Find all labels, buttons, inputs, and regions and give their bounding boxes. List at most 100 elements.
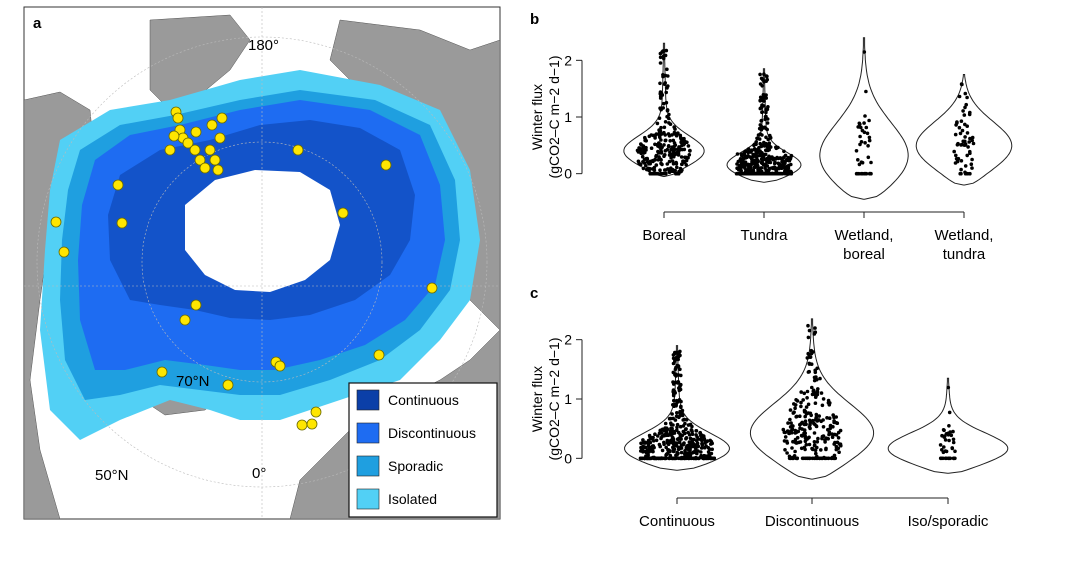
site-marker bbox=[179, 314, 191, 326]
data-point bbox=[752, 147, 757, 152]
data-point bbox=[836, 446, 841, 451]
data-point bbox=[663, 120, 668, 124]
data-point bbox=[739, 152, 744, 157]
data-point bbox=[834, 415, 838, 419]
data-point bbox=[653, 136, 657, 140]
data-point bbox=[967, 140, 971, 144]
data-point bbox=[658, 106, 662, 110]
data-point bbox=[954, 153, 958, 158]
data-point bbox=[648, 435, 653, 440]
data-point bbox=[654, 456, 658, 461]
data-point bbox=[674, 380, 678, 385]
data-point bbox=[867, 135, 872, 140]
data-point bbox=[808, 355, 813, 359]
data-point bbox=[814, 412, 819, 417]
data-point bbox=[959, 119, 964, 123]
data-point bbox=[687, 153, 692, 157]
data-point bbox=[959, 159, 964, 163]
data-point bbox=[949, 433, 954, 438]
data-point bbox=[970, 138, 974, 143]
data-point bbox=[764, 74, 769, 78]
data-point bbox=[677, 440, 682, 444]
data-point bbox=[642, 147, 647, 152]
data-point bbox=[962, 113, 967, 117]
data-point bbox=[819, 448, 823, 452]
data-point bbox=[793, 449, 797, 454]
data-point bbox=[679, 155, 684, 159]
data-point bbox=[676, 364, 681, 368]
data-point bbox=[674, 404, 678, 408]
data-point bbox=[764, 107, 768, 111]
data-point bbox=[658, 55, 663, 60]
data-point bbox=[832, 442, 836, 446]
data-point bbox=[835, 440, 840, 445]
data-point bbox=[754, 171, 758, 176]
data-point bbox=[862, 50, 867, 54]
data-point bbox=[798, 426, 802, 431]
data-point bbox=[815, 440, 820, 444]
data-point bbox=[961, 109, 965, 113]
data-point bbox=[957, 94, 962, 99]
data-point bbox=[682, 147, 687, 152]
data-point bbox=[957, 125, 962, 130]
data-point bbox=[755, 154, 760, 158]
data-point bbox=[783, 448, 787, 452]
x-category-label: Wetland, bbox=[835, 227, 894, 244]
data-point bbox=[943, 438, 948, 442]
violin-2 bbox=[819, 37, 909, 200]
data-point bbox=[666, 167, 670, 171]
data-point bbox=[675, 450, 679, 455]
data-point bbox=[755, 164, 760, 168]
data-point bbox=[665, 438, 670, 443]
data-point bbox=[643, 445, 647, 449]
data-point bbox=[780, 159, 785, 163]
data-point bbox=[647, 166, 652, 171]
data-point bbox=[690, 437, 695, 442]
data-point bbox=[638, 147, 643, 151]
data-point bbox=[942, 435, 946, 439]
data-point bbox=[817, 414, 821, 418]
legend-label-continuous: Continuous bbox=[388, 392, 459, 408]
data-point bbox=[676, 352, 681, 356]
data-point bbox=[959, 167, 963, 172]
data-point bbox=[649, 146, 654, 150]
data-point bbox=[944, 449, 949, 454]
data-point bbox=[680, 433, 685, 438]
data-point bbox=[663, 168, 667, 172]
data-point bbox=[644, 164, 648, 168]
data-point bbox=[948, 430, 952, 434]
data-point bbox=[742, 152, 747, 157]
data-point bbox=[658, 51, 663, 56]
data-point bbox=[746, 147, 751, 151]
site-marker bbox=[426, 282, 438, 294]
data-point bbox=[950, 446, 955, 451]
data-point bbox=[652, 445, 656, 450]
data-point bbox=[766, 137, 770, 142]
data-point bbox=[660, 145, 664, 149]
data-point bbox=[942, 445, 946, 449]
data-point bbox=[671, 154, 675, 159]
site-marker bbox=[190, 299, 202, 311]
data-point bbox=[678, 349, 682, 354]
data-point bbox=[814, 424, 819, 428]
data-point bbox=[838, 428, 843, 433]
data-point bbox=[836, 436, 841, 440]
data-point bbox=[803, 414, 807, 419]
data-point bbox=[810, 385, 814, 390]
data-point bbox=[812, 421, 816, 426]
data-point bbox=[965, 153, 969, 158]
data-point bbox=[658, 171, 663, 176]
x-category-label: Wetland, bbox=[935, 227, 994, 244]
data-point bbox=[654, 132, 659, 136]
site-marker bbox=[168, 130, 180, 142]
site-marker bbox=[204, 144, 216, 156]
data-point bbox=[664, 100, 669, 105]
data-point bbox=[812, 431, 817, 435]
data-point bbox=[769, 156, 773, 161]
data-point bbox=[807, 369, 811, 374]
data-point bbox=[668, 139, 672, 143]
permafrost-map: a 180° 0° 70°N 50°N Continuous Discontin… bbox=[23, 6, 501, 520]
data-point bbox=[799, 390, 803, 394]
data-point bbox=[691, 450, 696, 454]
data-point bbox=[941, 450, 946, 455]
